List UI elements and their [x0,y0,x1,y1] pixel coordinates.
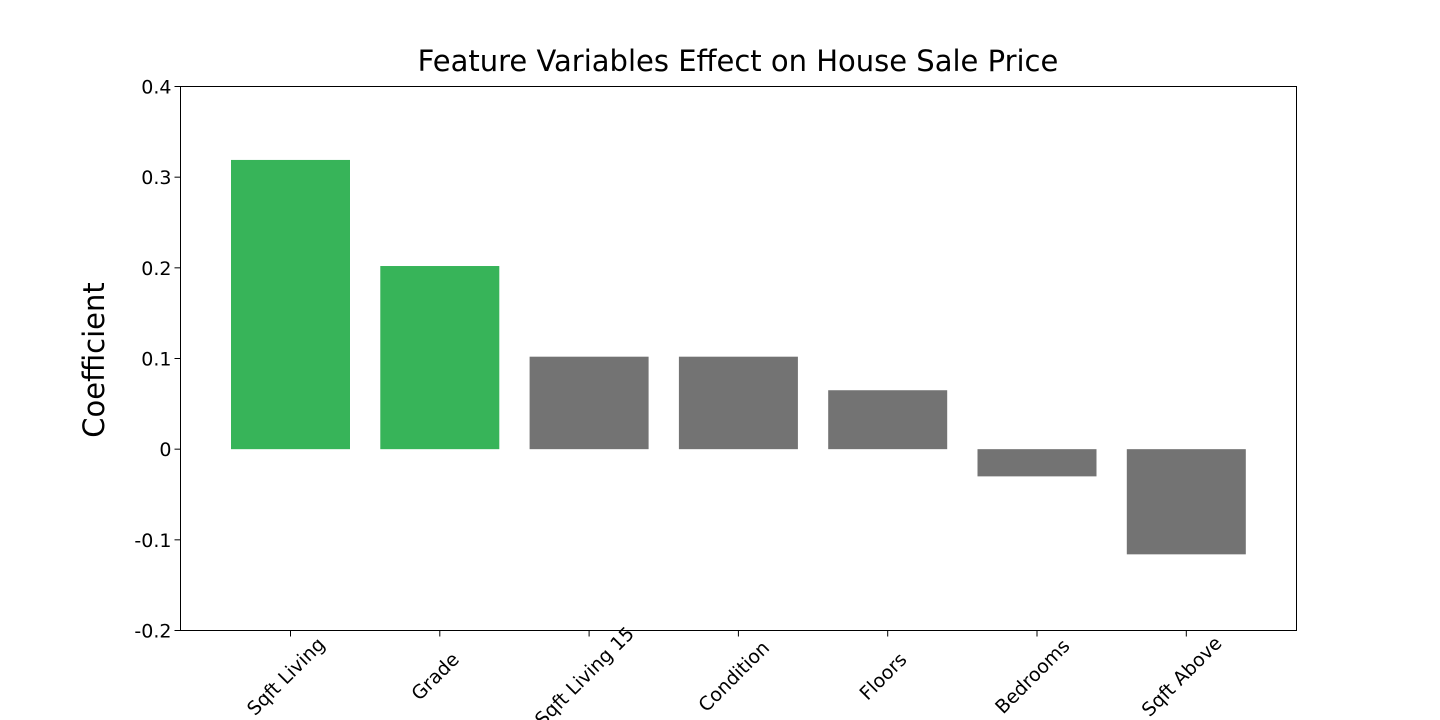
x-tick-label: Bedrooms [991,635,1074,718]
y-axis-ticks: -0.2 -0.1 0 0.1 0.2 0.3 0.4 [134,77,181,643]
bar-bedrooms [977,449,1097,477]
x-tick-label: Sqft Living [243,633,330,720]
y-tick-label: 0.4 [141,77,171,99]
plot-frame [180,86,1297,631]
y-tick-label: -0.2 [134,621,171,643]
x-tick-label: Floors [855,649,911,705]
bar-condition [678,356,798,450]
y-tick-label: 0.3 [141,167,171,189]
x-tick-label: Grade [407,648,464,705]
x-tick-label: Sqft Above [1138,632,1227,720]
bar-floors [828,390,948,450]
y-tick-label: 0.1 [141,349,171,371]
x-tick-label: Condition [694,637,774,717]
bar-sqft-living-15 [529,356,649,450]
bar-sqft-living [231,159,350,450]
bar-sqft-above [1126,449,1246,555]
y-tick-label: 0 [159,439,171,461]
y-tick-label: -0.1 [134,530,171,552]
y-tick-label: 0.2 [141,258,171,280]
chart-title: Feature Variables Effect on House Sale P… [418,44,1059,78]
bar-grade [380,266,500,450]
bars-layer [231,159,1246,555]
y-axis-label: Coefficient [77,282,111,437]
x-tick-label: Sqft Living 15 [531,623,639,720]
x-axis-ticks: Sqft Living Grade Sqft Living 15 Condition F… [243,623,1227,720]
